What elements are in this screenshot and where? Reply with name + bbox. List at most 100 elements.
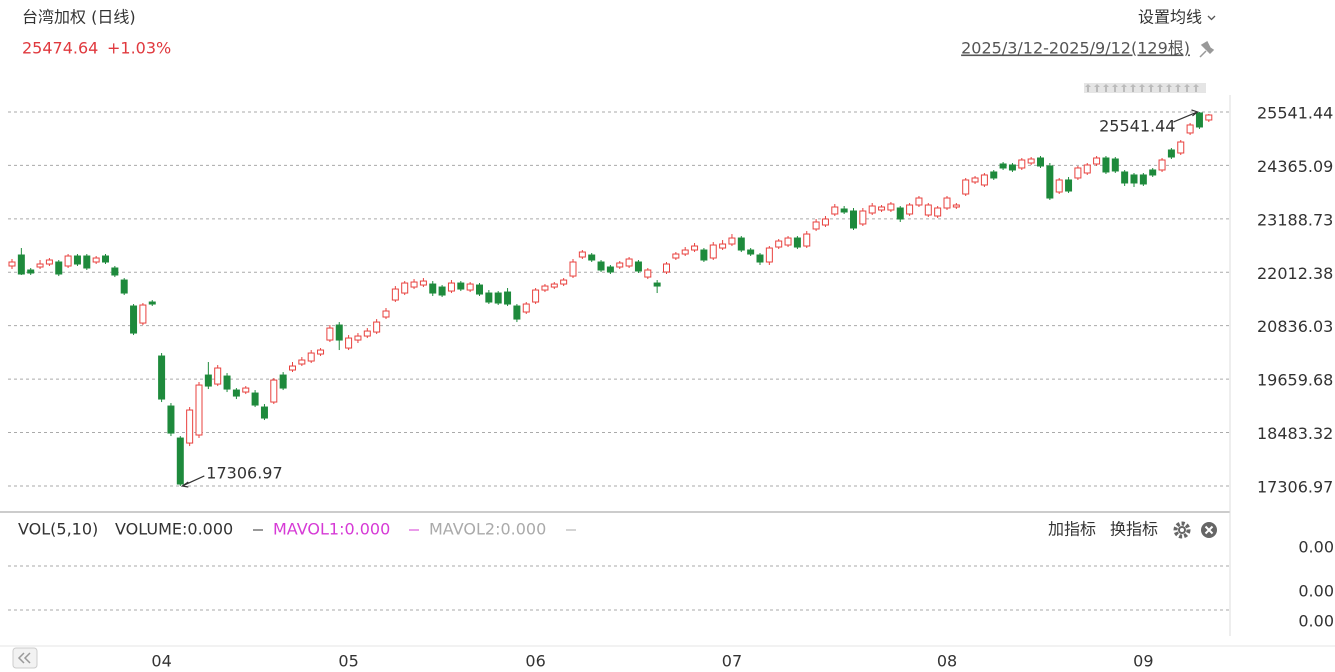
candle-body bbox=[279, 374, 287, 389]
settings-icon[interactable] bbox=[1173, 521, 1191, 539]
candle-body bbox=[326, 327, 334, 341]
candle-body bbox=[709, 244, 717, 259]
candle-body bbox=[971, 177, 979, 183]
candle-body bbox=[691, 245, 699, 251]
candle-body bbox=[485, 292, 493, 303]
candle-body bbox=[663, 263, 670, 273]
candle-body bbox=[401, 282, 409, 294]
min-arrow bbox=[180, 475, 205, 488]
marker bbox=[1148, 84, 1154, 92]
candle-body bbox=[438, 286, 446, 296]
candle-body bbox=[373, 321, 381, 333]
candle-body bbox=[130, 305, 138, 334]
candle-body bbox=[831, 206, 839, 215]
candle-body bbox=[55, 261, 63, 275]
candle-body bbox=[606, 266, 614, 273]
candle-body bbox=[466, 283, 474, 291]
candle-body bbox=[756, 254, 764, 263]
candle-body bbox=[934, 207, 942, 217]
candle-body bbox=[176, 437, 184, 485]
candle-body bbox=[728, 237, 736, 245]
candle-body bbox=[232, 389, 240, 397]
candle-body bbox=[597, 261, 605, 271]
candle-body bbox=[335, 324, 343, 341]
candle-body bbox=[1008, 164, 1016, 171]
candle-body bbox=[391, 288, 399, 301]
candle-body bbox=[990, 171, 998, 179]
candle-body bbox=[634, 261, 642, 272]
vol-tick-label: 0.00 bbox=[1298, 612, 1334, 631]
chevron[interactable] bbox=[1207, 15, 1216, 21]
mavol2: MAVOL2:0.000 bbox=[429, 520, 546, 539]
candle-body bbox=[719, 243, 727, 249]
candle-body bbox=[887, 203, 895, 211]
candle-body bbox=[8, 261, 16, 267]
marker bbox=[1139, 84, 1145, 92]
candle-body bbox=[1177, 141, 1185, 154]
candle-body bbox=[204, 374, 212, 387]
candle-body bbox=[1093, 157, 1101, 165]
candle-body bbox=[64, 255, 72, 267]
candle-body bbox=[1139, 174, 1147, 185]
candle-body bbox=[45, 259, 53, 265]
candle-body bbox=[765, 247, 773, 263]
candle-body bbox=[419, 280, 427, 286]
candle-body bbox=[1102, 157, 1110, 173]
candle-body bbox=[588, 254, 596, 261]
candle-body bbox=[578, 251, 586, 258]
candle-body bbox=[1149, 169, 1157, 176]
candle-body bbox=[1121, 171, 1129, 184]
add-indicator[interactable]: 加指标 bbox=[1048, 520, 1096, 539]
marker bbox=[1085, 84, 1091, 92]
candle-body bbox=[625, 258, 633, 267]
candle-body bbox=[550, 283, 558, 288]
candle-body bbox=[1037, 157, 1044, 167]
min-label: 17306.97 bbox=[206, 463, 282, 482]
vol-tick-label: 0.00 bbox=[1298, 582, 1334, 601]
candle-body bbox=[906, 204, 914, 215]
x-tick-label: 07 bbox=[722, 652, 742, 671]
candle-body bbox=[270, 379, 278, 403]
candle-body bbox=[924, 204, 932, 216]
candle-body bbox=[494, 292, 502, 304]
candle-body bbox=[102, 255, 109, 263]
x-tick-label: 06 bbox=[525, 652, 545, 671]
last-price: 25474.64 bbox=[22, 39, 98, 58]
title: 台湾加权 (日线) bbox=[22, 8, 136, 27]
marker bbox=[1157, 84, 1163, 92]
change: +1.03% bbox=[107, 39, 171, 58]
pin-icon[interactable] bbox=[1199, 40, 1215, 58]
candle-body bbox=[289, 365, 296, 371]
max-arrow bbox=[1173, 109, 1199, 123]
candle-body bbox=[139, 304, 147, 324]
candle-body bbox=[260, 406, 268, 419]
candle-body bbox=[821, 218, 829, 226]
candle-body bbox=[27, 269, 35, 274]
vol-tick-label: 0.00 bbox=[1298, 538, 1334, 557]
candle-body bbox=[747, 249, 755, 255]
switch-indicator[interactable]: 换指标 bbox=[1110, 520, 1158, 539]
candle-body bbox=[943, 197, 951, 209]
candle-body bbox=[803, 233, 811, 247]
scroll-left-button[interactable] bbox=[12, 647, 38, 669]
candle-body bbox=[999, 163, 1007, 169]
candle-body bbox=[541, 285, 549, 291]
candle-body bbox=[195, 384, 203, 436]
candle-body bbox=[793, 237, 801, 248]
vol-label: VOL(5,10) bbox=[18, 520, 98, 539]
candle-body bbox=[962, 179, 970, 195]
candle-body bbox=[457, 282, 465, 290]
candle-body bbox=[36, 263, 44, 268]
marker bbox=[1130, 84, 1136, 92]
candle-body bbox=[504, 291, 512, 305]
candle-body bbox=[850, 210, 857, 229]
close-icon[interactable] bbox=[1201, 522, 1217, 538]
candle-body bbox=[1195, 112, 1203, 128]
candle-body bbox=[522, 303, 530, 313]
ma-setting[interactable]: 设置均线 bbox=[1138, 8, 1202, 27]
candle-body bbox=[1065, 179, 1073, 192]
candle-body bbox=[120, 279, 128, 294]
candle-body bbox=[784, 237, 792, 246]
